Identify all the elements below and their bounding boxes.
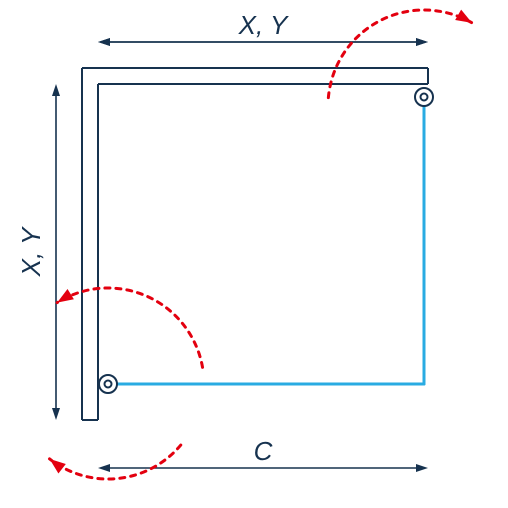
label-left: X, Y: [16, 226, 46, 277]
label-top: X, Y: [238, 10, 289, 40]
canvas-bg: [0, 0, 508, 508]
hinge-top-right: [415, 88, 433, 106]
label-bottom: C: [254, 436, 273, 466]
hinge-bottom-left: [99, 375, 117, 393]
